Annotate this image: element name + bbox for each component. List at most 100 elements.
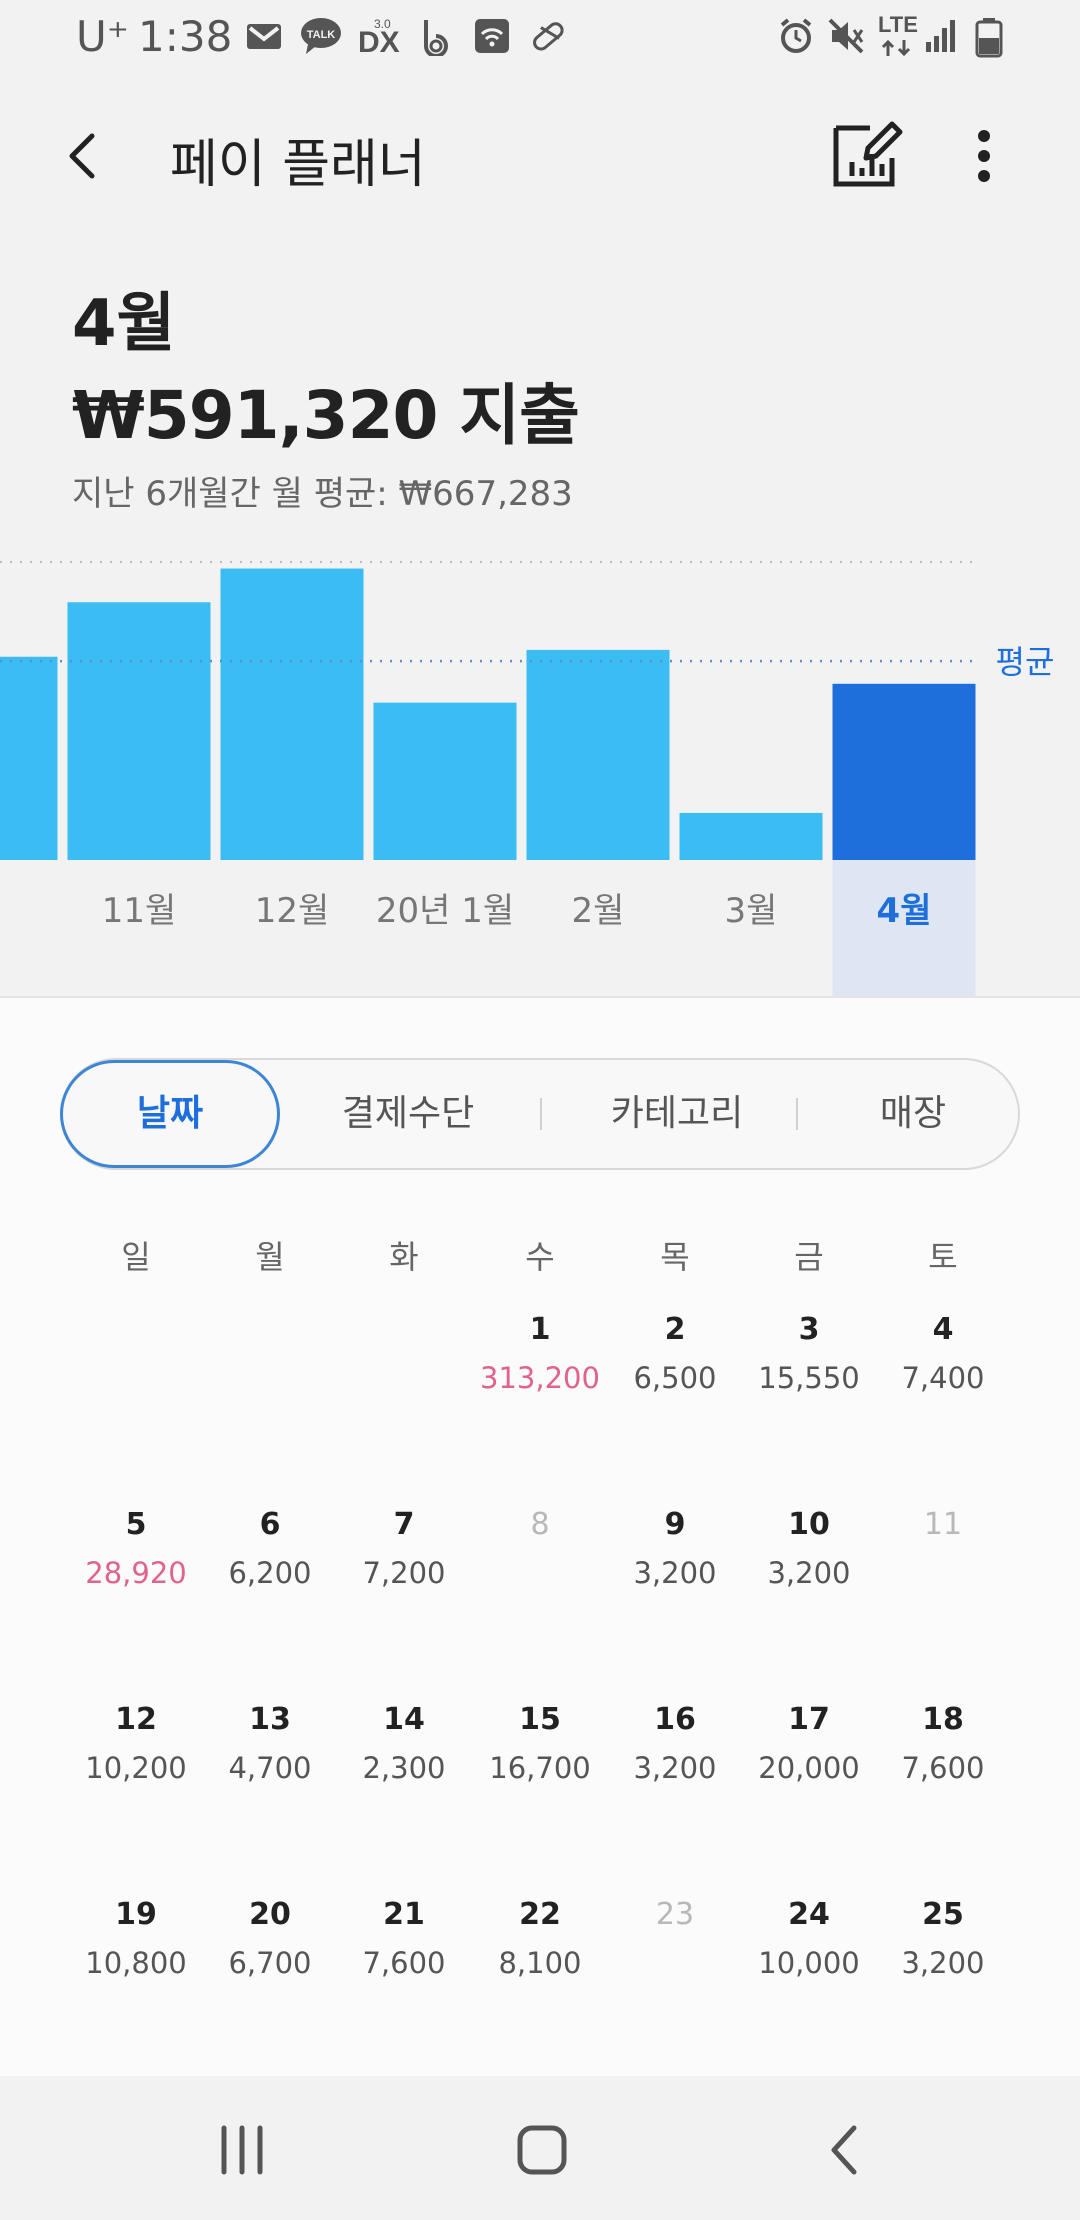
view-tabs: 날짜 결제수단 카테고리 매장 [60, 1058, 1020, 1170]
calendar-day[interactable]: 24 10,000 [742, 1897, 876, 1980]
chart-x-label[interactable]: 4월 [877, 891, 932, 931]
day-amount: 6,200 [228, 1556, 312, 1590]
calendar-day[interactable]: 5 28,920 [69, 1507, 203, 1590]
day-number: 11 [923, 1507, 963, 1542]
more-options-icon[interactable] [964, 124, 1004, 188]
day-amount: 20,000 [758, 1751, 860, 1785]
kakaotalk-icon: TALK [301, 18, 341, 54]
day-number: 24 [788, 1897, 830, 1932]
calendar-day[interactable]: 21 7,600 [337, 1897, 471, 1980]
average-label: 평균 [996, 643, 1055, 681]
day-number: 18 [922, 1702, 964, 1737]
calendar-day[interactable]: 18 7,600 [876, 1702, 1010, 1785]
day-amount: 7,600 [901, 1751, 985, 1785]
calendar-day[interactable]: 8 [473, 1507, 607, 1556]
calendar-day[interactable]: 11 [876, 1507, 1010, 1556]
calendar-day[interactable]: 4 7,400 [876, 1312, 1010, 1395]
chart-x-labels: 월 11월 12월 20년 1월 2월 3월 4월 [0, 891, 931, 931]
calendar-day[interactable]: 23 [608, 1897, 742, 1946]
calendar-day[interactable]: 13 4,700 [203, 1702, 337, 1785]
chart-bar-12월[interactable] [220, 568, 364, 860]
clock: 1:38 [138, 12, 233, 61]
page-title: 페이 플래너 [170, 135, 426, 195]
chart-bar-11월[interactable] [67, 602, 211, 860]
day-amount: 313,200 [480, 1361, 600, 1395]
gmail-icon [247, 24, 281, 49]
day-number: 22 [519, 1897, 561, 1932]
calendar-day[interactable]: 25 3,200 [876, 1897, 1010, 1980]
calendar-day[interactable]: 10 3,200 [742, 1507, 876, 1590]
tab-category[interactable]: 카테고리 [610, 1093, 744, 1134]
tab-payment-method[interactable]: 결제수단 [341, 1093, 475, 1134]
calendar-day[interactable]: 6 6,200 [203, 1507, 337, 1590]
chart-bar-2월[interactable] [526, 649, 670, 860]
calendar-day[interactable]: 20 6,700 [203, 1897, 337, 1980]
recent-apps-icon[interactable] [214, 2122, 270, 2178]
day-amount: 10,200 [85, 1751, 187, 1785]
day-amount: 3,200 [767, 1556, 851, 1590]
month-label: 4월 [72, 287, 176, 361]
calendar-day[interactable]: 14 2,300 [337, 1702, 471, 1785]
app-bar: 페이 플래너 [0, 80, 1080, 230]
dex-icon: DX 3.0 [358, 17, 400, 59]
day-amount: 2,300 [362, 1751, 446, 1785]
monthly-spending-chart: 평균 월 11월 12월 20년 1월 2월 3월 4월 [0, 561, 1055, 996]
chart-bars [0, 568, 976, 860]
day-number: 2 [664, 1312, 686, 1347]
calendar-day[interactable]: 9 3,200 [608, 1507, 742, 1590]
chart-x-label[interactable]: 2월 [572, 891, 625, 931]
tab-divider [540, 1098, 542, 1130]
day-amount: 7,400 [901, 1361, 985, 1395]
chart-x-label[interactable]: 11월 [102, 891, 177, 931]
tab-store[interactable]: 매장 [879, 1093, 947, 1134]
total-spending: ₩591,320 지출 [72, 377, 580, 454]
day-number: 4 [932, 1312, 954, 1347]
weekday-sun: 일 [121, 1238, 151, 1276]
carrier-label: U⁺ [76, 12, 129, 61]
home-icon[interactable] [512, 2120, 572, 2180]
back-arrow-icon[interactable] [52, 124, 116, 188]
calendar-day[interactable]: 22 8,100 [473, 1897, 607, 1980]
lte-icon: LTE [878, 12, 918, 60]
day-amount: 3,200 [901, 1946, 985, 1980]
day-amount: 6,500 [633, 1361, 717, 1395]
calendar-day[interactable]: 2 6,500 [608, 1312, 742, 1395]
chart-x-label[interactable]: 20년 1월 [376, 891, 514, 931]
tab-divider [796, 1098, 798, 1130]
chart-x-label[interactable]: 월 [0, 891, 2, 931]
day-number: 3 [798, 1312, 820, 1347]
chart-bar-20년 1월[interactable] [373, 702, 517, 860]
lte-label: LTE [878, 12, 918, 37]
calendar-day[interactable]: 17 20,000 [742, 1702, 876, 1785]
back-icon[interactable] [818, 2122, 874, 2178]
calendar-day[interactable]: 16 3,200 [608, 1702, 742, 1785]
edit-budget-icon[interactable] [830, 118, 904, 192]
day-amount: 7,600 [362, 1946, 446, 1980]
day-amount: 10,000 [758, 1946, 860, 1980]
chart-x-label[interactable]: 3월 [725, 891, 778, 931]
day-amount: 15,550 [758, 1361, 860, 1395]
weekday-fri: 금 [794, 1238, 824, 1276]
weekday-thu: 목 [660, 1238, 690, 1276]
day-number: 15 [519, 1702, 561, 1737]
tab-date[interactable]: 날짜 [60, 1060, 280, 1168]
svg-text:DX: DX [358, 26, 400, 59]
chart-x-label[interactable]: 12월 [255, 891, 330, 931]
day-number: 21 [383, 1897, 425, 1932]
calendar-day[interactable]: 19 10,800 [69, 1897, 203, 1980]
calendar-day[interactable]: 7 7,200 [337, 1507, 471, 1590]
calendar-day[interactable]: 1 313,200 [473, 1312, 607, 1395]
chart-bar-3월[interactable] [679, 812, 823, 860]
day-number: 19 [115, 1897, 157, 1932]
chart-bar-10월[interactable] [0, 656, 58, 860]
day-number: 5 [125, 1507, 147, 1542]
chart-bar-4월[interactable] [832, 683, 976, 860]
calendar-day[interactable]: 3 15,550 [742, 1312, 876, 1395]
weekday-mon: 월 [255, 1238, 285, 1276]
calendar-day[interactable]: 12 10,200 [69, 1702, 203, 1785]
day-number: 6 [259, 1507, 281, 1542]
wifi-sign-icon [475, 19, 509, 53]
pill-icon [533, 22, 564, 51]
day-number: 14 [383, 1702, 425, 1737]
calendar-day[interactable]: 15 16,700 [473, 1702, 607, 1785]
